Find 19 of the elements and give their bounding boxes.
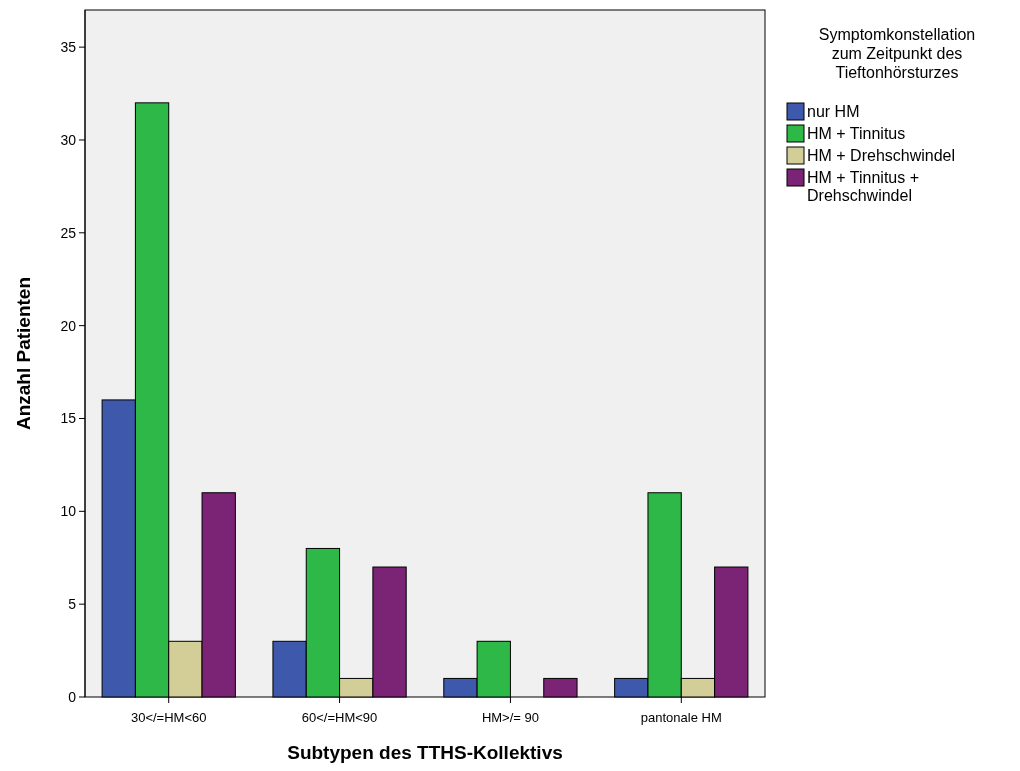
- x-tick-label: HM>/= 90: [481, 710, 539, 725]
- y-tick-label: 0: [68, 688, 77, 705]
- y-tick-label: 20: [60, 317, 77, 334]
- y-tick-label: 25: [60, 224, 77, 241]
- x-tick-label: 30</=HM<60: [130, 710, 207, 725]
- y-tick-label: 10: [60, 503, 77, 520]
- legend-label: HM + Tinnitus + Drehschwindel: [807, 169, 920, 204]
- legend-label: HM + Drehschwindel: [807, 147, 956, 164]
- x-axis-title: Subtypen des TTHS-Kollektivs: [287, 742, 563, 763]
- y-tick-label: 30: [60, 131, 77, 148]
- legend-title: Symptomkonstellation zum Zeitpunkt des Tieftonhörsturzes: [818, 26, 976, 81]
- x-tick-label: 60</=HM<90: [301, 710, 378, 725]
- legend-label: nur HM: [807, 103, 860, 120]
- legend-label: HM + Tinnitus: [807, 125, 906, 142]
- y-tick-label: 5: [68, 596, 77, 613]
- y-tick-label: 15: [60, 410, 77, 427]
- x-tick-label: pantonale HM: [640, 710, 722, 725]
- y-tick-label: 35: [60, 39, 77, 56]
- y-axis-title: Anzahl Patienten: [13, 276, 34, 431]
